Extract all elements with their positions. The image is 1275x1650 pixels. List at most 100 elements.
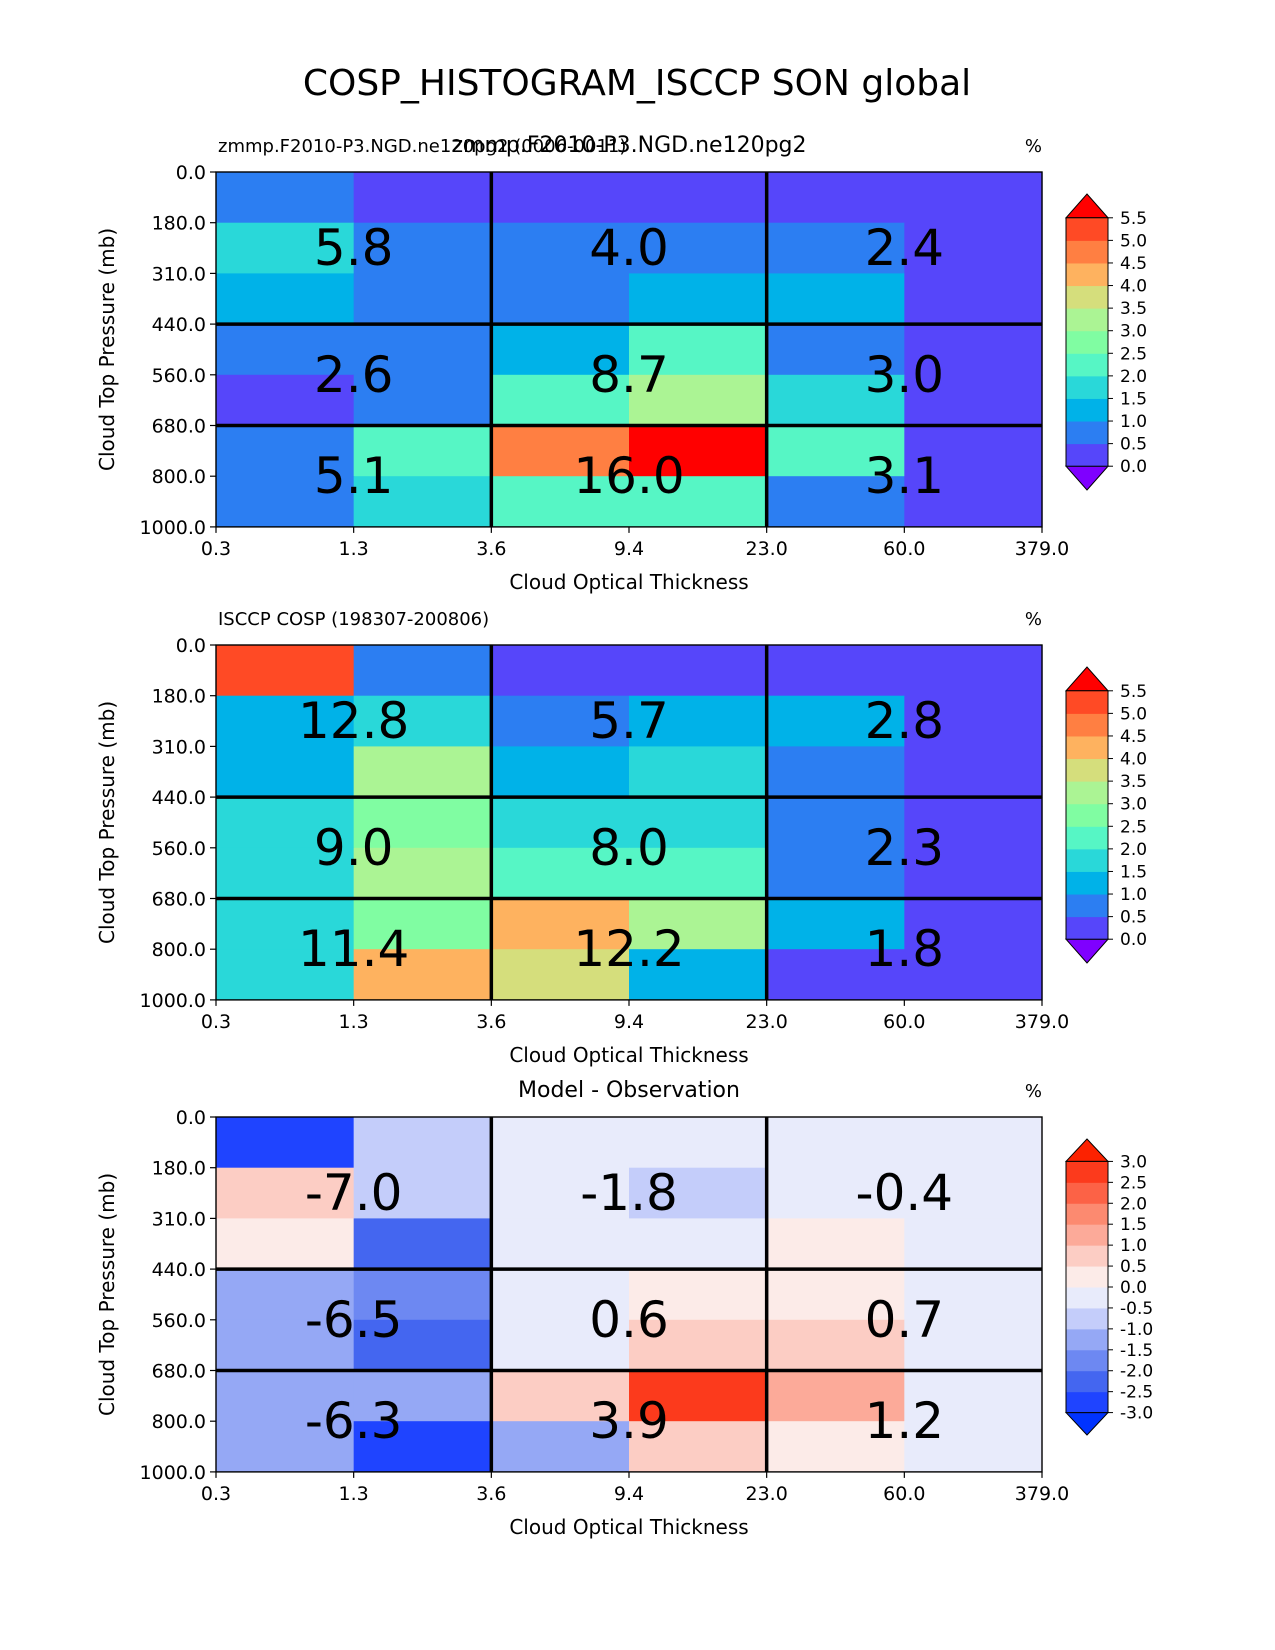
- colorbar-tick-label: 1.5: [1120, 389, 1147, 409]
- colorbar-bin: [1066, 1203, 1108, 1225]
- heatmap-cell: [629, 645, 768, 697]
- x-tick-label: 60.0: [883, 538, 925, 560]
- colorbar-bin: [1066, 1328, 1108, 1351]
- heatmap-cell: [629, 1218, 768, 1270]
- colorbar-tick-label: 4.5: [1120, 727, 1147, 747]
- heatmap-cell: [216, 847, 355, 900]
- heatmap-cell: [216, 273, 355, 325]
- x-axis-label: Cloud Optical Thickness: [509, 570, 748, 594]
- colorbar-tick-label: 0.5: [1120, 1257, 1147, 1277]
- x-tick-label: 0.3: [201, 538, 231, 560]
- block-sum-label: 0.7: [865, 1291, 945, 1349]
- y-axis-label: Cloud Top Pressure (mb): [95, 228, 119, 471]
- y-tick-label: 310.0: [152, 736, 206, 758]
- colorbar-bin: [1066, 894, 1108, 918]
- block-sum-label: 16.0: [573, 447, 684, 505]
- x-tick-label: 3.6: [476, 1483, 506, 1505]
- block-sum-label: 3.0: [865, 346, 945, 404]
- heatmap-cell: [629, 898, 768, 950]
- heatmap-cell: [766, 1218, 905, 1270]
- y-tick-label: 680.0: [152, 416, 206, 438]
- block-sum-label: 1.2: [865, 1392, 945, 1450]
- heatmap-cell: [216, 1269, 355, 1321]
- heatmap-cell: [353, 273, 492, 325]
- y-tick-label: 310.0: [152, 263, 206, 285]
- heatmap-cell: [766, 374, 905, 427]
- heatmap-cell: [353, 949, 492, 1001]
- colorbar-tick-label: -2.5: [1120, 1383, 1153, 1403]
- colorbar-tick-label: 1.5: [1120, 1215, 1147, 1235]
- x-tick-label: 1.3: [339, 538, 369, 560]
- heatmap-cell: [766, 1269, 905, 1321]
- y-tick-label: 180.0: [152, 686, 206, 708]
- heatmap-cell: [629, 847, 768, 900]
- colorbar-bin: [1066, 690, 1108, 714]
- heatmap-cell: [491, 797, 630, 849]
- heatmap-cell: [491, 476, 630, 528]
- heatmap-cell: [766, 324, 905, 376]
- heatmap-cell: [904, 847, 1043, 900]
- heatmap-cell: [904, 476, 1043, 528]
- x-axis-label: Cloud Optical Thickness: [509, 1043, 748, 1067]
- block-sum-label: 4.0: [589, 219, 669, 277]
- colorbar-bin: [1066, 398, 1108, 422]
- block-sum-label: 3.9: [589, 1392, 669, 1450]
- panel-left-title: zmmp.F2010-P3.NGD.ne120pg2 (0006-0011): [218, 136, 626, 157]
- x-tick-label: 0.3: [201, 1483, 231, 1505]
- heatmap-cell: [491, 172, 630, 224]
- y-axis-label: Cloud Top Pressure (mb): [95, 701, 119, 944]
- heatmap-cell: [629, 1167, 768, 1219]
- heatmap-cell: [353, 1218, 492, 1270]
- heatmap-cell: [216, 425, 355, 477]
- panel-units: %: [1025, 1081, 1042, 1102]
- y-tick-label: 0.0: [176, 162, 206, 184]
- heatmap-cell: [629, 1117, 768, 1169]
- x-tick-label: 60.0: [883, 1483, 925, 1505]
- colorbar-tick-label: 5.0: [1120, 231, 1147, 251]
- x-tick-label: 9.4: [614, 1483, 644, 1505]
- colorbar-bin: [1066, 443, 1108, 467]
- block-sum-label: -7.0: [305, 1164, 403, 1222]
- heatmap-cell: [766, 476, 905, 528]
- colorbar-tick-label: 4.0: [1120, 277, 1147, 297]
- x-tick-label: 0.3: [201, 1011, 231, 1033]
- heatmap-cell: [904, 1421, 1043, 1473]
- heatmap-cell: [353, 1117, 492, 1169]
- heatmap-cell: [766, 746, 905, 798]
- colorbar-extension-min: [1064, 938, 1110, 964]
- colorbar-tick-label: 2.0: [1120, 1194, 1147, 1214]
- y-tick-label: 180.0: [152, 1158, 206, 1180]
- heatmap-cell: [904, 1319, 1043, 1372]
- block-sum-label: 2.8: [865, 692, 945, 750]
- colorbar-tick-label: 2.0: [1120, 840, 1147, 860]
- heatmap-cell: [491, 425, 630, 477]
- colorbar-extension-min: [1064, 1412, 1110, 1436]
- figure-title: COSP_HISTOGRAM_ISCCP SON global: [303, 63, 971, 104]
- x-tick-label: 379.0: [1015, 538, 1069, 560]
- colorbar-bin: [1066, 735, 1108, 760]
- block-sum-label: -6.3: [305, 1392, 403, 1450]
- heatmap-cell: [629, 797, 768, 849]
- colorbar-tick-label: 1.0: [1120, 1236, 1147, 1256]
- heatmap-cell: [629, 1421, 768, 1473]
- heatmap-cell: [629, 425, 768, 477]
- heatmap-cell: [904, 273, 1043, 325]
- heatmap-cell: [216, 324, 355, 376]
- heatmap-cell: [766, 949, 905, 1001]
- colorbar-tick-label: 1.0: [1120, 885, 1147, 905]
- heatmap-cell: [904, 746, 1043, 798]
- x-tick-label: 23.0: [746, 1011, 788, 1033]
- colorbar-tick-label: 3.5: [1120, 299, 1147, 319]
- heatmap-cell: [353, 1319, 492, 1372]
- block-sum-label: 2.4: [865, 219, 945, 277]
- colorbar-tick-label: 0.5: [1120, 908, 1147, 928]
- block-sum-label: 5.7: [589, 692, 669, 750]
- heatmap-cell: [491, 746, 630, 798]
- y-tick-label: 1000.0: [140, 517, 206, 539]
- heatmap-cell: [766, 1319, 905, 1372]
- heatmap-cell: [904, 797, 1043, 849]
- colorbar-tick-label: 3.0: [1120, 322, 1147, 342]
- heatmap-cell: [353, 645, 492, 697]
- heatmap-cell: [766, 1167, 905, 1219]
- colorbar-bin: [1066, 330, 1108, 354]
